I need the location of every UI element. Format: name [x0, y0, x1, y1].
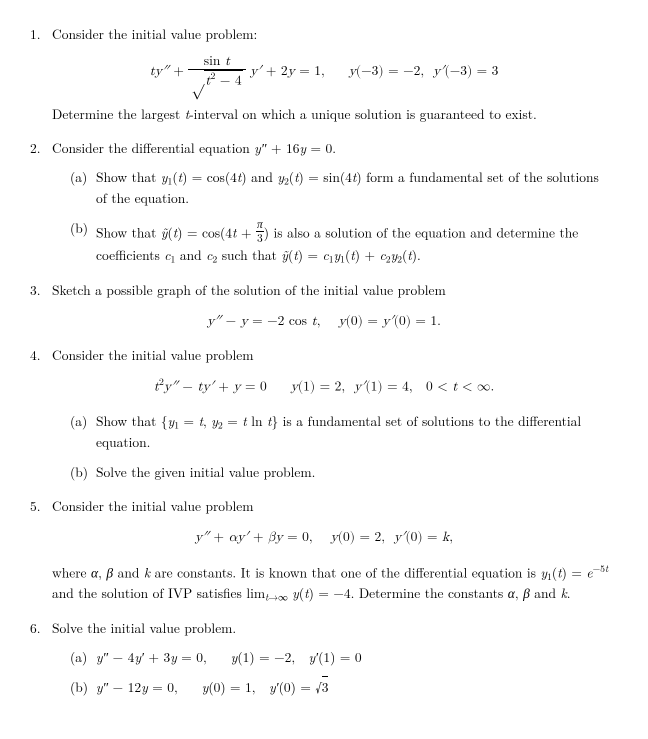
problem-number: 6. [30, 618, 52, 638]
subpart: (a)Show that y1(t) = cos(4t) and y2(t) =… [70, 167, 618, 208]
problem-number: 2. [30, 138, 52, 158]
subpart: (b)y″ − 12y = 0,y(0) = 1, y′(0) = √3 [70, 677, 618, 697]
subpart-label: (b) [70, 677, 96, 697]
problem-intro: Consider the initial value problem: [52, 24, 612, 44]
subpart-label: (a) [70, 167, 96, 187]
display-equation: y″ − y = −2 cos t,y(0) = y′(0) = 1. [30, 311, 618, 331]
subpart: (b)Solve the given initial value problem… [70, 462, 618, 482]
subpart-text: Solve the given initial value problem. [96, 462, 608, 482]
problem-number: 1. [30, 24, 52, 44]
problem-intro: Solve the initial value problem. [52, 618, 612, 638]
subpart-label: (a) [70, 647, 96, 667]
problem-set: 1.Consider the initial value problem: ty″… [30, 24, 618, 697]
problem: 2.Consider the differential equation y″ … [30, 138, 618, 266]
problem-number: 4. [30, 345, 52, 365]
problem-intro: Sketch a possible graph of the solution … [52, 280, 612, 300]
subpart-text: Show that {y1 = t, y2 = t ln t} is a fun… [96, 411, 608, 452]
problem: 4.Consider the initial value problem t2y″… [30, 345, 618, 483]
problem-intro: Consider the initial value problem [52, 345, 612, 365]
subpart-text: Show that ỹ(t) = cos(4t + π3) is also a … [96, 218, 608, 266]
subpart-text: Show that y1(t) = cos(4t) and y2(t) = si… [96, 167, 608, 208]
display-equation: t2y″ − ty′ + y = 0y(1) = 2, y′(1) = 4, 0… [30, 375, 618, 397]
subpart: (a)y″ − 4y′ + 3y = 0,y(1) = −2, y′(1) = … [70, 647, 618, 667]
problem: 3.Sketch a possible graph of the solutio… [30, 280, 618, 331]
problem-number: 5. [30, 496, 52, 516]
subpart-text: y″ − 4y′ + 3y = 0,y(1) = −2, y′(1) = 0 [96, 647, 608, 667]
subpart-label: (b) [70, 218, 96, 238]
subpart-text: y″ − 12y = 0,y(0) = 1, y′(0) = √3 [96, 677, 608, 697]
problem-number: 3. [30, 280, 52, 300]
display-equation: ty″ + sin t√t2 − 4 y′ + 2y = 1,y(−3) = −… [30, 54, 618, 90]
subpart-label: (a) [70, 411, 96, 431]
display-equation: y″ + αy′ + βy = 0,y(0) = 2, y′(0) = k, [30, 527, 618, 547]
problem-body: Determine the largest t-interval on whic… [52, 104, 618, 124]
subparts: (a)Show that {y1 = t, y2 = t ln t} is a … [70, 411, 618, 483]
subparts: (a)Show that y1(t) = cos(4t) and y2(t) =… [70, 167, 618, 267]
problem-intro: Consider the differential equation y″ + … [52, 138, 612, 158]
subpart: (a)Show that {y1 = t, y2 = t ln t} is a … [70, 411, 618, 452]
problem: 1.Consider the initial value problem: ty″… [30, 24, 618, 124]
problem: 5.Consider the initial value problem y″ +… [30, 496, 618, 604]
subpart: (b)Show that ỹ(t) = cos(4t + π3) is also… [70, 218, 618, 266]
subparts: (a)y″ − 4y′ + 3y = 0,y(1) = −2, y′(1) = … [70, 647, 618, 698]
problem-body: where α, β and k are constants. It is kn… [52, 561, 618, 605]
problem: 6.Solve the initial value problem. (a)y″ … [30, 618, 618, 697]
problem-intro: Consider the initial value problem [52, 496, 612, 516]
subpart-label: (b) [70, 462, 96, 482]
